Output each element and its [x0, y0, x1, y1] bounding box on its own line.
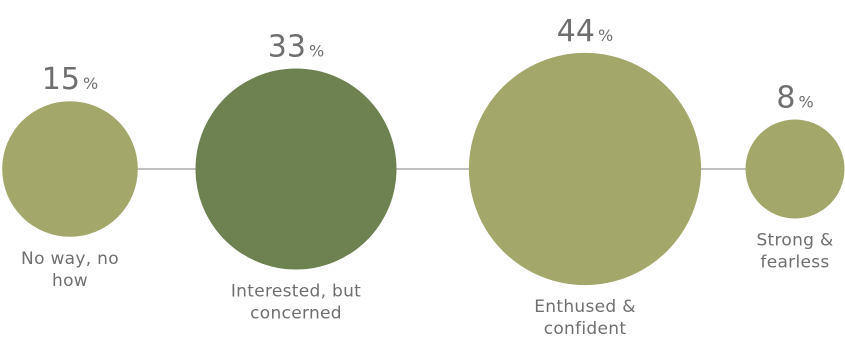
- bubble-2: [468, 52, 702, 286]
- category-label-2: Enthused & confident: [534, 297, 636, 339]
- category-label-0: No way, no how: [21, 249, 119, 291]
- category-label-1: Interested, but concerned: [231, 282, 361, 324]
- percent-label-0: 15%: [42, 62, 98, 97]
- bubble-1: [195, 68, 397, 270]
- bubble-3: [745, 119, 845, 219]
- category-label-3: Strong & fearless: [756, 231, 833, 273]
- percent-label-2: 44%: [557, 14, 613, 49]
- bubble-0: [2, 101, 138, 237]
- percent-label-1: 33%: [268, 30, 324, 65]
- text-layer: 15 % No way, no how 33 % Interested, but concer…: [21, 14, 833, 339]
- percent-label-3: 8%: [776, 81, 813, 116]
- bubble-layer: [2, 52, 845, 286]
